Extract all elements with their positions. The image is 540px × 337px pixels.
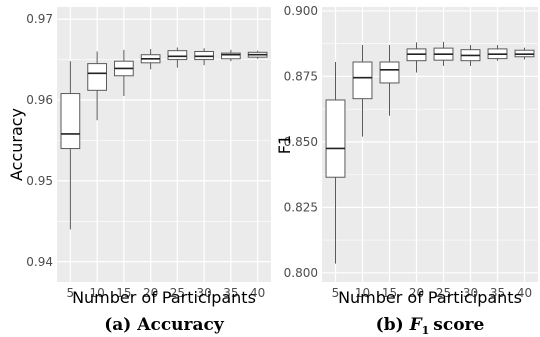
x-tick-label: 35 — [223, 286, 238, 300]
y-tick-label: 0.95 — [26, 174, 53, 188]
x-tick-label: 35 — [490, 286, 505, 300]
box-iqr — [379, 61, 400, 84]
box-30 — [194, 48, 214, 66]
x-tick-label: 40 — [250, 286, 265, 300]
plot-panel-accuracy — [57, 7, 271, 282]
box-35 — [487, 44, 508, 61]
box-iqr — [352, 61, 373, 100]
box-30 — [460, 44, 481, 66]
caption-a: (a) Accuracy — [104, 315, 225, 335]
caption-b-symbol: F — [409, 315, 424, 335]
box-40 — [247, 50, 268, 59]
x-tick-label: 15 — [382, 286, 397, 300]
y-ticks-accuracy: 0.94 0.95 0.96 0.97 — [26, 12, 53, 269]
y-tick-label: 0.800 — [284, 266, 318, 280]
y-tick-label: 0.850 — [284, 135, 318, 149]
caption-b-text: score — [433, 315, 484, 335]
y-tick-label: 0.875 — [284, 69, 318, 83]
box-20 — [406, 42, 427, 73]
caption-b-label: (b) — [376, 315, 404, 335]
box-25 — [433, 41, 454, 66]
x-tick-label: 40 — [517, 286, 532, 300]
y-ticks-f1: 0.800 0.825 0.850 0.875 0.900 — [284, 4, 318, 280]
caption-b-subscript: 1 — [422, 324, 430, 337]
x-tick-label: 25 — [170, 286, 185, 300]
x-tick-label: 20 — [409, 286, 424, 300]
box-35 — [221, 49, 241, 62]
x-tick-label: 10 — [355, 286, 370, 300]
x-tick-label: 5 — [332, 286, 340, 300]
box-5 — [60, 61, 81, 230]
x-tick-label: 20 — [143, 286, 158, 300]
plot-panel-f1 — [322, 7, 538, 282]
box-iqr — [325, 99, 346, 178]
x-tick-label: 30 — [463, 286, 478, 300]
x-tick-label: 10 — [89, 286, 104, 300]
box-iqr — [87, 63, 107, 91]
chart-accuracy: 0.94 0.95 0.96 0.97 5 10 15 20 25 30 35 40 Accurac… — [7, 7, 271, 335]
x-tick-label: 5 — [67, 286, 75, 300]
caption-a-text: Accuracy — [136, 315, 225, 335]
boxes-accuracy — [60, 47, 268, 230]
box-iqr — [60, 93, 81, 150]
y-tick-label: 0.900 — [284, 4, 318, 18]
box-20 — [140, 49, 161, 70]
y-tick-label: 0.96 — [26, 93, 53, 107]
y-axis-label-accuracy: Accuracy — [7, 108, 26, 181]
box-10 — [352, 44, 373, 137]
caption-b: (b) F1 score — [376, 315, 485, 337]
x-ticks-accuracy: 5 10 15 20 25 30 35 40 — [67, 286, 266, 300]
y-tick-label: 0.97 — [26, 12, 53, 26]
box-iqr — [221, 52, 241, 60]
chart-f1: 0.800 0.825 0.850 0.875 0.900 5 10 15 20 25 30 35 4… — [275, 4, 538, 337]
boxes-f1 — [325, 41, 535, 264]
caption-a-label: (a) — [104, 315, 131, 335]
box-iqr — [194, 50, 214, 61]
box-40 — [514, 47, 535, 60]
x-tick-label: 15 — [116, 286, 131, 300]
x-axis-label-f1: Number of Participants — [338, 288, 522, 307]
y-tick-label: 0.94 — [26, 255, 53, 269]
x-axis-label-accuracy: Number of Participants — [72, 288, 256, 307]
box-10 — [87, 51, 107, 121]
x-tick-label: 25 — [436, 286, 451, 300]
y-axis-label-f1: F1 — [275, 135, 294, 154]
box-iqr — [167, 50, 188, 61]
box-15 — [114, 49, 134, 96]
box-25 — [167, 47, 188, 68]
x-ticks-f1: 5 10 15 20 25 30 35 40 — [332, 286, 532, 300]
box-5 — [325, 62, 346, 264]
x-tick-label: 30 — [196, 286, 211, 300]
box-15 — [379, 44, 400, 116]
y-tick-label: 0.825 — [284, 200, 318, 214]
